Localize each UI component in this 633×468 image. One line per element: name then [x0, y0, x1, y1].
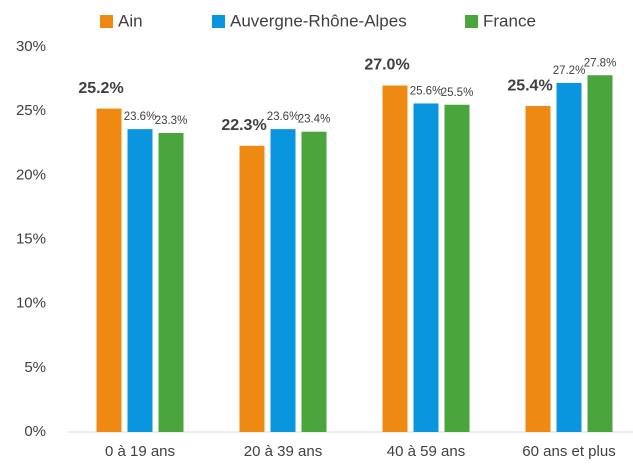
bar [556, 82, 582, 432]
y-tick-label: 0% [24, 423, 46, 440]
data-label: 27.2% [553, 65, 586, 77]
bar [158, 132, 184, 432]
bar [127, 129, 153, 432]
data-label: 25.2% [78, 80, 123, 97]
bar [382, 85, 408, 432]
bar [444, 104, 470, 432]
x-tick-label: 60 ans et plus [522, 443, 615, 460]
legend-label: France [483, 11, 536, 30]
x-tick-label: 0 à 19 ans [105, 443, 175, 460]
bar [301, 131, 327, 432]
legend-swatch [100, 15, 113, 28]
data-label: 23.3% [155, 115, 188, 127]
y-tick-label: 25% [16, 102, 46, 119]
bar [239, 145, 265, 433]
data-label: 23.4% [298, 114, 331, 126]
data-label: 25.6% [410, 85, 443, 97]
y-tick-label: 20% [16, 166, 46, 183]
y-tick-label: 10% [16, 295, 46, 312]
bar [413, 103, 439, 432]
y-tick-label: 15% [16, 230, 46, 247]
x-tick-label: 40 à 59 ans [387, 443, 465, 460]
legend-label: Auvergne-Rhône-Alpes [230, 11, 407, 30]
data-label: 23.6% [124, 111, 157, 123]
x-tick-label: 20 à 39 ans [244, 443, 322, 460]
data-label: 25.5% [441, 87, 474, 99]
data-label: 22.3% [221, 117, 266, 134]
data-label: 23.6% [267, 111, 300, 123]
data-label: 25.4% [507, 77, 552, 94]
legend-label: Ain [118, 11, 143, 30]
data-label: 27.0% [364, 57, 409, 74]
bar [525, 106, 551, 433]
bar [587, 75, 613, 432]
y-tick-label: 5% [24, 359, 46, 376]
y-tick-label: 30% [16, 38, 46, 55]
bar [270, 129, 296, 432]
data-label: 27.8% [584, 57, 617, 69]
legend-swatch [465, 15, 478, 28]
bar [96, 108, 122, 432]
legend-swatch [212, 15, 225, 28]
